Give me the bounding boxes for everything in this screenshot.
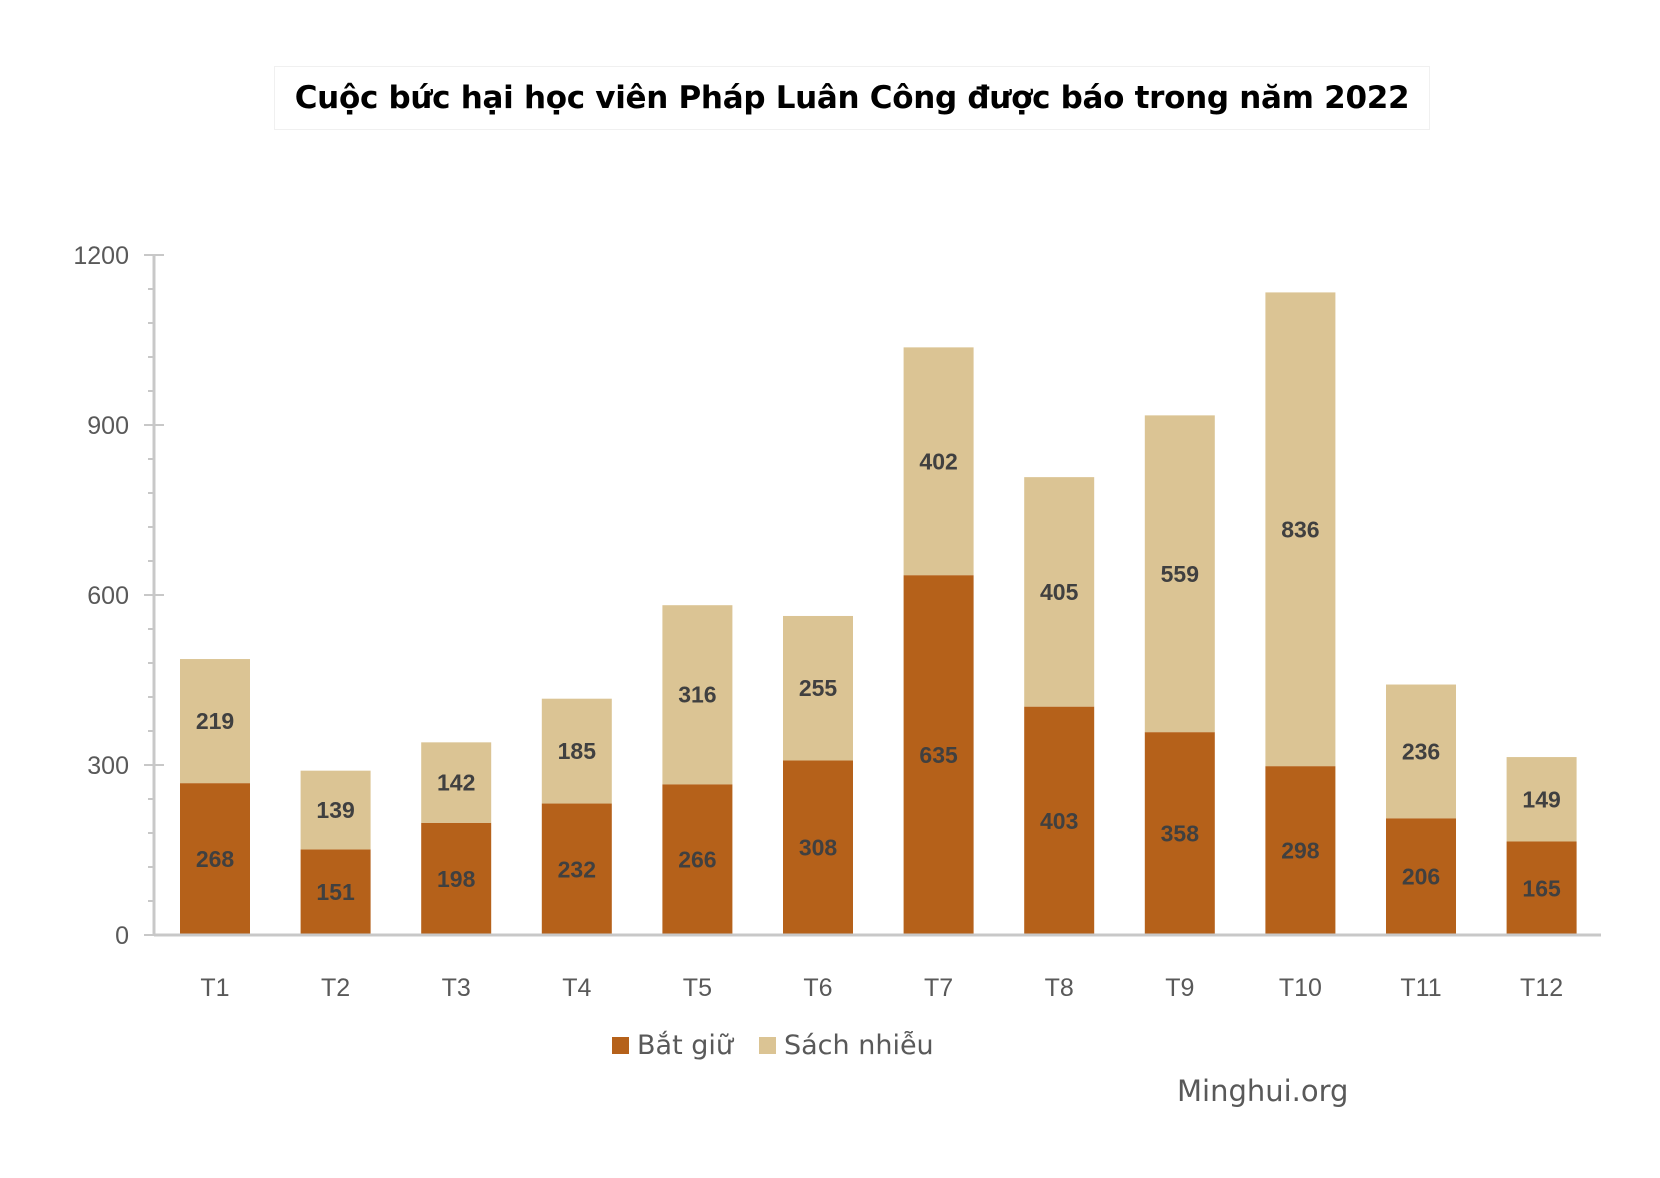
bar-bat-giu-t7 [903,575,974,935]
bar-sach-nhieu-t6 [783,615,853,761]
bar-bat-giu-t11 [1386,818,1456,935]
y-tick-label: 900 [87,412,129,440]
x-tick-label: T10 [1279,974,1322,1002]
chart-title: Cuộc bức hại học viên Pháp Luân Công đượ… [294,80,1410,116]
bar-bat-giu-t12 [1506,841,1577,935]
data-label: 266 [678,847,716,873]
legend-item-bat-giu: Bắt giữ [612,1030,733,1061]
legend-label-bat-giu: Bắt giữ [637,1030,733,1061]
chart-title-box: Cuộc bức hại học viên Pháp Luân Công đượ… [274,66,1430,130]
legend-swatch-sach-nhieu [759,1037,776,1054]
bar-sach-nhieu-t9 [1144,415,1215,733]
y-tick-label: 0 [115,922,129,950]
bar-bat-giu-t8 [1024,706,1095,935]
x-tick-label: T2 [321,974,350,1002]
data-label: 316 [678,682,716,708]
bar-bat-giu-t4 [541,803,612,935]
x-tick-label: T1 [200,974,229,1002]
x-tick-label: T12 [1520,974,1563,1002]
legend: Bắt giữ Sách nhiễu [612,1030,960,1061]
data-label: 151 [316,879,355,905]
bar-sach-nhieu-t12 [1506,757,1577,842]
legend-label-sach-nhieu: Sách nhiễu [784,1030,934,1061]
data-label: 219 [196,708,234,734]
data-label: 185 [558,738,597,764]
data-label: 268 [196,846,235,872]
data-label: 198 [437,866,476,892]
x-tick-label: T8 [1045,974,1074,1002]
bar-bat-giu-t5 [662,784,733,935]
x-tick-label: T4 [562,974,591,1002]
y-tick-label: 600 [87,582,129,610]
bar-bat-giu-t6 [783,760,853,935]
x-tick-label: T6 [803,974,832,1002]
data-label: 142 [437,770,475,796]
x-tick-label: T3 [442,974,471,1002]
data-label: 232 [558,856,596,882]
x-tick-label: T9 [1165,974,1194,1002]
data-label: 139 [316,797,354,823]
data-label: 149 [1522,786,1560,812]
data-label: 308 [799,835,838,861]
bar-sach-nhieu-t4 [541,698,612,804]
bar-sach-nhieu-t1 [180,659,250,784]
data-label: 165 [1522,875,1561,901]
bar-bat-giu-t10 [1265,766,1336,935]
legend-swatch-bat-giu [612,1037,629,1054]
bar-bat-giu-t9 [1144,732,1215,935]
bar-sach-nhieu-t5 [662,605,733,785]
x-tick-label: T11 [1400,974,1441,1002]
y-tick-label: 1200 [73,242,129,270]
data-label: 255 [799,675,838,701]
x-tick-label: T5 [683,974,712,1002]
data-label: 635 [919,742,958,768]
bar-bat-giu-t3 [421,822,492,935]
data-label: 559 [1161,561,1199,587]
bar-sach-nhieu-t3 [421,742,492,823]
legend-item-sach-nhieu: Sách nhiễu [759,1030,934,1061]
y-tick-label: 300 [87,752,129,780]
data-label: 402 [919,448,957,474]
source-credit: Minghui.org [1177,1074,1349,1108]
data-label: 236 [1402,738,1440,764]
data-label: 403 [1040,808,1078,834]
bar-sach-nhieu-t7 [903,347,974,576]
data-label: 836 [1281,516,1319,542]
bar-sach-nhieu-t10 [1265,292,1336,767]
bar-sach-nhieu-t2 [300,770,371,850]
data-label: 298 [1281,838,1320,864]
bar-sach-nhieu-t11 [1386,684,1456,819]
bar-bat-giu-t2 [300,849,371,935]
x-tick-label: T7 [924,974,953,1002]
bar-bat-giu-t1 [180,783,250,935]
bar-sach-nhieu-t8 [1024,477,1095,707]
data-label: 358 [1161,821,1200,847]
data-label: 206 [1402,864,1440,890]
data-label: 405 [1040,579,1079,605]
